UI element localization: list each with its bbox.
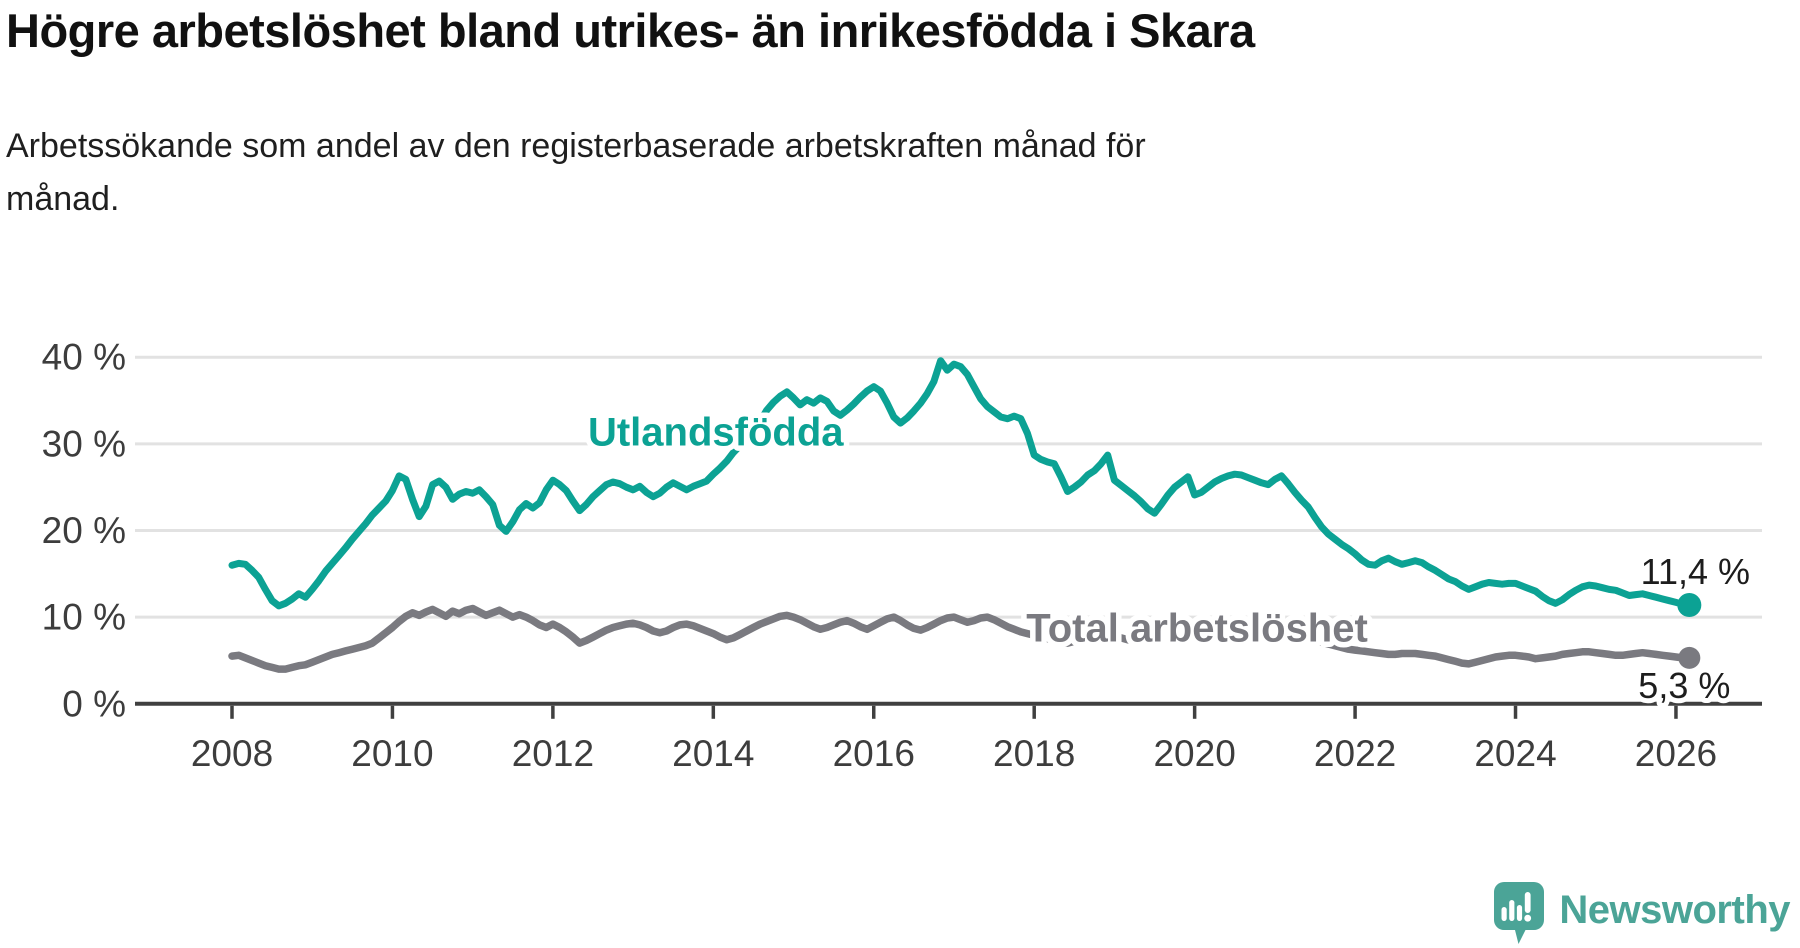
x-axis-tick-label: 2010 [351, 733, 433, 774]
newsworthy-icon [1494, 882, 1545, 944]
y-axis-tick-label: 20 % [42, 510, 126, 551]
series-end-value-label: 5,3 % [1638, 665, 1730, 706]
x-axis-tick-label: 2020 [1153, 733, 1235, 774]
series-end-value-label: 11,4 % [1641, 551, 1750, 592]
series-label-utlandsfodda: Utlandsfödda [588, 411, 844, 455]
x-axis-tick-label: 2024 [1474, 733, 1556, 774]
x-axis-tick-label: 2008 [191, 733, 273, 774]
series-label-total: Total arbetslöshet [1026, 606, 1368, 650]
series-end-dot-total [1678, 646, 1701, 669]
brand-name: Newsworthy [1559, 888, 1790, 932]
series-line-utlandsfodda [228, 357, 1693, 610]
x-axis-tick-label: 2014 [672, 733, 754, 774]
chart-subtitle: Arbetssökande som andel av den registerb… [6, 127, 1146, 218]
y-axis-tick-label: 0 % [62, 683, 126, 724]
series-end-dot-utlandsfodda [1677, 593, 1702, 618]
y-axis-tick-label: 40 % [42, 337, 126, 378]
chart-title: Högre arbetslöshet bland utrikes- än inr… [6, 4, 1255, 57]
x-axis-tick-label: 2016 [833, 733, 915, 774]
y-axis-tick-label: 30 % [42, 423, 126, 464]
x-axis-tick-label: 2022 [1314, 733, 1396, 774]
x-axis-tick-label: 2012 [512, 733, 594, 774]
x-axis-tick-label: 2026 [1635, 733, 1717, 774]
y-axis-tick-label: 10 % [42, 597, 126, 638]
series-line-total [228, 604, 1694, 673]
x-axis-tick-label: 2018 [993, 733, 1075, 774]
brand-logo: Newsworthy [1493, 880, 1790, 948]
